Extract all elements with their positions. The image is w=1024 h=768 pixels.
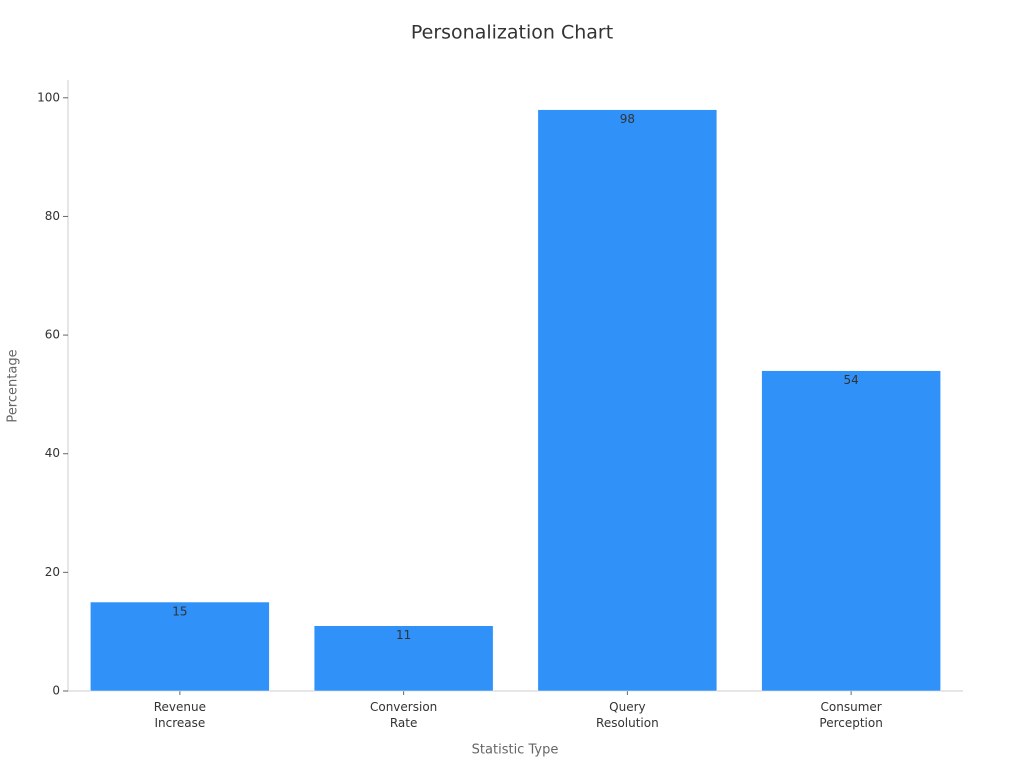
data-label: 11 — [396, 628, 411, 642]
data-label: 54 — [843, 373, 858, 387]
y-tick-label: 80 — [45, 209, 60, 223]
bar — [313, 625, 494, 692]
bar — [761, 370, 941, 692]
x-tick-label: Consumer Perception — [819, 700, 883, 730]
x-tick-label: Query Resolution — [596, 700, 659, 730]
chart-title: Personalization Chart — [411, 22, 613, 44]
y-tick-label: 20 — [45, 565, 60, 579]
y-axis-label: Percentage — [6, 349, 21, 422]
y-tick-label: 40 — [45, 446, 60, 460]
data-label: 98 — [620, 112, 635, 126]
data-label: 15 — [172, 605, 187, 619]
y-tick-label: 60 — [45, 328, 60, 342]
y-tick-label: 100 — [37, 90, 60, 104]
bar — [90, 601, 270, 692]
bar — [537, 109, 718, 692]
x-tick-label: Conversion Rate — [369, 700, 438, 730]
x-axis-label: Statistic Type — [472, 743, 559, 758]
x-tick-label: Revenue Increase — [153, 700, 206, 730]
y-tick-label: 0 — [52, 684, 60, 698]
